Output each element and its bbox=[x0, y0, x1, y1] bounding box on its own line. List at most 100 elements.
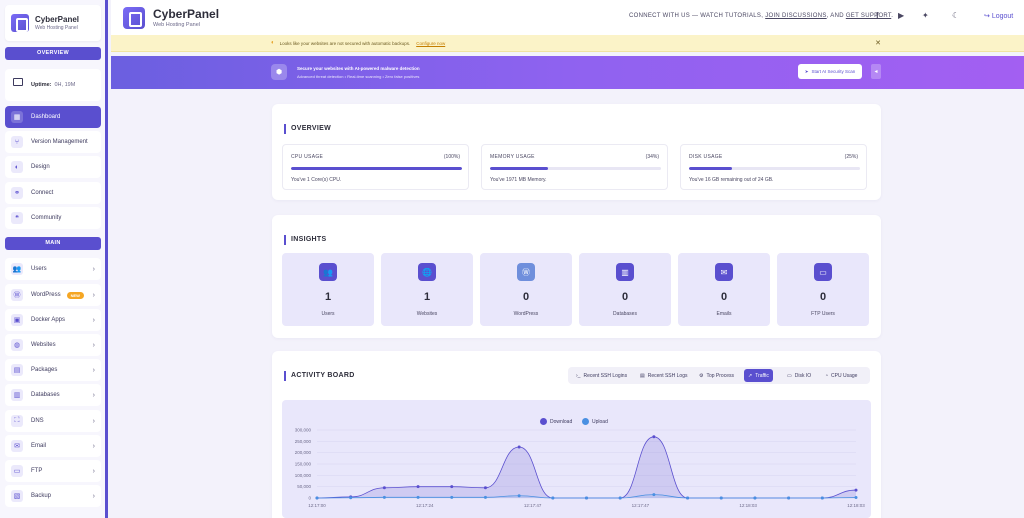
sidebar-item-users[interactable]: 👥 Users › bbox=[5, 258, 101, 280]
legend-download[interactable]: Download bbox=[540, 418, 572, 425]
moon-icon[interactable]: ☾ bbox=[952, 11, 960, 20]
upload-point bbox=[719, 496, 723, 500]
logout-button[interactable]: ↪ Logout bbox=[984, 12, 1013, 20]
insight-value: 0 bbox=[819, 291, 827, 303]
globe-icon: 🌐 bbox=[418, 263, 436, 281]
sidebar-item-version-management[interactable]: ⑂ Version Management bbox=[5, 131, 101, 153]
database-icon: ▥ bbox=[616, 263, 634, 281]
configure-now-link[interactable]: Configure now bbox=[416, 40, 446, 46]
header-brand[interactable]: CyberPanel Web Hosting Panel bbox=[123, 6, 220, 29]
sidebar-item-dns[interactable]: ⛶ DNS › bbox=[5, 410, 101, 432]
tab-recent-ssh-logins[interactable]: ›_ Recent SSH Logins bbox=[572, 369, 631, 382]
ai-security-banner: ⬢ Secure your websites with AI-powered m… bbox=[111, 56, 1024, 89]
usage-bar bbox=[291, 167, 462, 170]
usage-note: You've 1 Core(s) CPU. bbox=[291, 177, 342, 183]
sidebar-brand[interactable]: CyberPanel Web Hosting Panel bbox=[5, 5, 101, 41]
chevron-right-icon: › bbox=[92, 265, 95, 273]
x-tick-label: 12:18:03 bbox=[739, 503, 757, 508]
chevron-right-icon: › bbox=[92, 366, 95, 374]
terminal-icon: ›_ bbox=[576, 372, 581, 379]
x-tick-label: 12:17:24 bbox=[416, 503, 434, 508]
monitor-icon bbox=[13, 78, 23, 86]
tab-label: Disk IO bbox=[794, 372, 812, 379]
sidebar-item-websites[interactable]: ◍ Websites › bbox=[5, 334, 101, 356]
usage-bar bbox=[490, 167, 661, 170]
sidebar-item-dashboard[interactable]: ▦ Dashboard bbox=[5, 106, 101, 128]
sidebar-item-community[interactable]: ❝ Community bbox=[5, 207, 101, 229]
traffic-chart-svg: 300,000 250,000 200,000 150,000 100,000 50,00… bbox=[295, 428, 866, 509]
sidebar-item-backup[interactable]: ▧ Backup › bbox=[5, 485, 101, 507]
tab-top-process[interactable]: ⚙ Top Process bbox=[695, 369, 738, 382]
header-title: CyberPanel bbox=[153, 7, 220, 21]
header-subtitle: Web Hosting Panel bbox=[153, 22, 200, 28]
legend-upload[interactable]: Upload bbox=[582, 418, 608, 425]
sidebar-item-wordpress[interactable]: Ⓦ WordPress NEW › bbox=[5, 284, 101, 306]
join-discussions-link[interactable]: JOIN DISCUSSIONS bbox=[765, 13, 827, 19]
sidebar-item-email[interactable]: ✉ Email › bbox=[5, 435, 101, 457]
usage-label: MEMORY USAGE bbox=[490, 154, 535, 160]
tab-label: Traffic bbox=[755, 372, 769, 379]
sidebar-item-label: Docker Apps bbox=[31, 317, 66, 323]
x-tick-label: 12:17:47 bbox=[524, 503, 542, 508]
sitemap-icon: ⛶ bbox=[11, 415, 23, 427]
facebook-icon[interactable]: f bbox=[876, 11, 879, 20]
cyberpanel-logo-icon bbox=[11, 14, 29, 32]
overview-title: OVERVIEW bbox=[284, 124, 331, 134]
activity-board-card: ACTIVITY BOARD ›_ Recent SSH Logins ▤ Re… bbox=[272, 351, 881, 518]
insight-ftp-users[interactable]: ▭ 0 FTP Users bbox=[777, 253, 869, 326]
sidebar-item-docker-apps[interactable]: ▣ Docker Apps › bbox=[5, 309, 101, 331]
cpu-usage-card: CPU USAGE (100%) You've 1 Core(s) CPU. bbox=[282, 144, 469, 190]
usage-bar-fill bbox=[689, 167, 732, 170]
download-point bbox=[483, 486, 487, 490]
shield-icon: ⬢ bbox=[271, 64, 287, 80]
y-tick-label: 100,000 bbox=[295, 473, 312, 478]
usage-note: You've 16 GB remaining out of 24 GB. bbox=[689, 177, 774, 183]
tab-recent-ssh-logs[interactable]: ▤ Recent SSH Logs bbox=[636, 369, 691, 382]
tab-cpu-usage[interactable]: ◔ CPU Usage bbox=[821, 369, 861, 382]
legend-swatch bbox=[582, 418, 589, 425]
insight-emails[interactable]: ✉ 0 Emails bbox=[678, 253, 770, 326]
get-support-link[interactable]: GET SUPPORT bbox=[845, 13, 892, 19]
sidebar-item-label: Community bbox=[31, 215, 62, 221]
x-tick-label: 12:17:47 bbox=[632, 503, 650, 508]
users-icon: 👥 bbox=[11, 263, 23, 275]
chevron-right-icon: › bbox=[92, 341, 95, 349]
close-icon[interactable]: ✕ bbox=[875, 40, 881, 47]
usage-label: CPU USAGE bbox=[291, 154, 324, 160]
upload-point bbox=[483, 495, 487, 499]
y-tick-label: 50,000 bbox=[297, 484, 311, 489]
insight-wordpress[interactable]: Ⓦ 0 WordPress bbox=[480, 253, 572, 326]
chevron-right-icon: › bbox=[92, 316, 95, 324]
sidebar-item-connect[interactable]: ⚭ Connect bbox=[5, 182, 101, 204]
upload-point bbox=[382, 495, 386, 499]
tab-label: Top Process bbox=[706, 372, 734, 379]
users-icon: 👥 bbox=[319, 263, 337, 281]
chevron-right-icon: › bbox=[92, 417, 95, 425]
download-point bbox=[382, 486, 386, 490]
chevron-right-icon: › bbox=[92, 291, 95, 299]
youtube-icon[interactable]: ▶ bbox=[898, 11, 905, 20]
sidebar-item-packages[interactable]: ▤ Packages › bbox=[5, 359, 101, 381]
overview-card: OVERVIEW CPU USAGE (100%) You've 1 Core(… bbox=[272, 104, 881, 200]
insight-websites[interactable]: 🌐 1 Websites bbox=[381, 253, 473, 326]
insight-label: Websites bbox=[416, 311, 438, 317]
sidebar-item-ftp[interactable]: ▭ FTP › bbox=[5, 460, 101, 482]
sidebar-item-databases[interactable]: ▥ Databases › bbox=[5, 384, 101, 406]
insight-value: 0 bbox=[621, 291, 629, 303]
sidebar-item-label: Packages bbox=[31, 367, 58, 373]
chevron-right-icon: › bbox=[92, 442, 95, 450]
sidebar-item-design[interactable]: ◐ Design bbox=[5, 156, 101, 178]
insight-databases[interactable]: ▥ 0 Databases bbox=[579, 253, 671, 326]
upload-point bbox=[686, 496, 690, 500]
sidebar-item-label: Users bbox=[31, 266, 47, 272]
hdd-icon: ▭ bbox=[787, 372, 792, 379]
tab-traffic[interactable]: ↗ Traffic bbox=[744, 369, 773, 382]
insight-users[interactable]: 👥 1 Users bbox=[282, 253, 374, 326]
tab-disk-io[interactable]: ▭ Disk IO bbox=[783, 369, 815, 382]
wordpress-icon: Ⓦ bbox=[517, 263, 535, 281]
dismiss-banner-button[interactable]: ◂ bbox=[871, 64, 881, 79]
start-ai-scan-button[interactable]: ➤ Start AI Security Scan bbox=[798, 64, 862, 79]
connect-text: CONNECT WITH US — WATCH TUTORIALS, JOIN … bbox=[629, 13, 893, 19]
twitter-icon[interactable]: ✦ bbox=[922, 11, 929, 20]
tab-label: Recent SSH Logs bbox=[647, 372, 688, 379]
